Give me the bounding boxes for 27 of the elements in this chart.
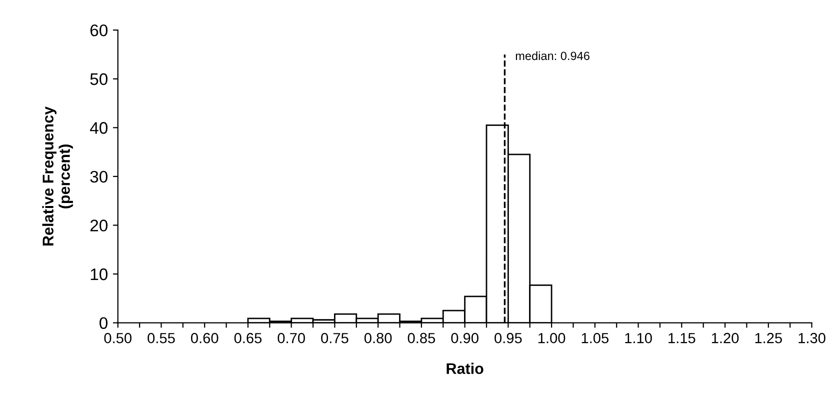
- y-tick-label: 20: [90, 220, 108, 232]
- x-tick-label: 1.15: [668, 333, 696, 344]
- x-tick-label: 0.70: [278, 332, 305, 344]
- x-tick-label: 0.95: [494, 332, 522, 344]
- x-axis-title: Ratio: [446, 362, 484, 374]
- x-tick-label: 0.50: [104, 332, 132, 344]
- x-tick-label: 1.00: [538, 332, 566, 344]
- y-tick-label: 60: [90, 24, 108, 36]
- x-tick-label: 0.85: [408, 332, 436, 344]
- x-tick-label: 0.90: [451, 332, 478, 344]
- x-tick-label: 0.55: [148, 332, 175, 344]
- y-tick-label: 10: [90, 268, 108, 280]
- y-tick-label: 30: [90, 170, 108, 183]
- x-tick-label: 0.65: [234, 332, 262, 344]
- x-tick-label: 1.10: [625, 332, 652, 344]
- y-tick-label: 0: [100, 317, 108, 330]
- y-tick-label: 40: [90, 122, 108, 134]
- x-tick-label: 0.75: [321, 332, 348, 344]
- x-tick-label: 1.20: [712, 332, 739, 344]
- ref-line-label: median: 0.946: [516, 51, 590, 60]
- x-tick-label: 0.60: [190, 332, 218, 344]
- x-tick-label: 1.25: [755, 332, 782, 344]
- x-tick-label: 1.05: [582, 332, 608, 344]
- x-tick-label: 1.30: [798, 332, 826, 344]
- y-axis-title: Relative Frequency (percent): [42, 106, 73, 246]
- y-tick-label: 50: [90, 73, 108, 86]
- x-tick-label: 0.80: [364, 332, 392, 344]
